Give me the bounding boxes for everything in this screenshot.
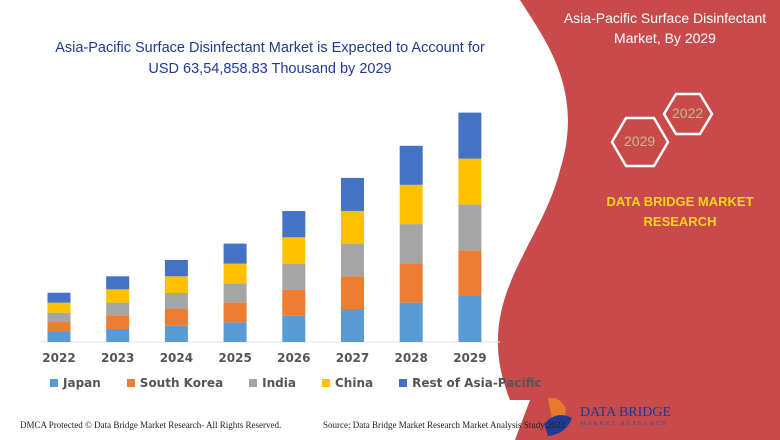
- x-tick-label: 2023: [101, 351, 134, 365]
- bar-segment-south-korea-2028: [399, 263, 423, 303]
- legend-swatch: [50, 379, 58, 387]
- legend-item-india: India: [249, 376, 296, 390]
- legend-item-rest: Rest of Asia-Pacific: [399, 376, 542, 390]
- bar-segment-japan-2023: [106, 329, 130, 342]
- hexagon-2029: [610, 116, 670, 168]
- x-tick-label: 2029: [453, 351, 486, 365]
- bar-segment-south-korea-2024: [164, 309, 188, 326]
- legend-label: South Korea: [139, 376, 224, 390]
- logo-subtext: MARKET RESEARCH: [580, 421, 669, 427]
- side-panel-title: Asia-Pacific Surface Disinfectant Market…: [563, 10, 767, 46]
- x-tick-label: 2026: [277, 351, 310, 365]
- bar-segment-rest-of-asia-pacific-2022: [47, 292, 71, 303]
- bar-segment-rest-of-asia-pacific-2024: [164, 260, 188, 277]
- dmca-text: DMCA Protected © Data Bridge Market Rese…: [20, 420, 282, 430]
- bar-segment-china-2025: [223, 263, 247, 284]
- bar-segment-india-2029: [458, 204, 482, 251]
- bar-segment-japan-2022: [47, 332, 71, 342]
- chart-title: Asia-Pacific Surface Disinfectant Market…: [55, 40, 485, 77]
- bar-segment-south-korea-2023: [106, 315, 130, 329]
- brand-text: DATA BRIDGE MARKET RESEARCH: [606, 194, 754, 229]
- legend-swatch: [249, 379, 258, 387]
- bar-segment-japan-2027: [341, 309, 364, 342]
- bar-segment-china-2022: [47, 302, 71, 313]
- bar-segment-rest-of-asia-pacific-2023: [106, 276, 130, 290]
- legend-label: Rest of Asia-Pacific: [412, 376, 542, 390]
- bar-segment-rest-of-asia-pacific-2025: [223, 243, 247, 264]
- x-tick-label: 2022: [42, 351, 75, 365]
- bar-segment-china-2029: [458, 158, 482, 205]
- hex-year-2029: 2029: [624, 133, 656, 149]
- bar-segment-india-2024: [164, 293, 188, 309]
- legend-label: India: [262, 376, 296, 390]
- legend-item-japan: Japan: [50, 376, 101, 390]
- x-tick-label: 2027: [336, 351, 369, 365]
- source-text: Source: Data Bridge Market Research Mark…: [323, 420, 565, 430]
- bar-segment-rest-of-asia-pacific-2026: [282, 211, 306, 238]
- logo: DATA BRIDGE MARKET RESEARCH: [580, 405, 671, 427]
- bar-segment-india-2022: [47, 312, 71, 322]
- bar-segment-china-2023: [106, 289, 130, 303]
- bar-segment-south-korea-2027: [341, 276, 364, 309]
- bar-segment-china-2024: [164, 276, 188, 293]
- legend-swatch: [126, 379, 135, 387]
- bar-segment-japan-2029: [458, 296, 482, 342]
- x-tick-label: 2024: [160, 351, 193, 365]
- bar-segment-china-2026: [282, 237, 306, 264]
- legend-swatch: [321, 379, 330, 387]
- bar-segment-japan-2028: [399, 302, 423, 342]
- logo-text: DATA BRIDGE: [580, 405, 672, 420]
- bar-segment-south-korea-2029: [458, 250, 482, 296]
- x-tick-label: 2028: [394, 351, 427, 365]
- bar-segment-rest-of-asia-pacific-2028: [399, 145, 423, 185]
- legend-swatch: [399, 379, 408, 387]
- bar-segment-south-korea-2022: [47, 322, 71, 332]
- legend-item-south-korea: South Korea: [126, 376, 224, 390]
- hex-year-2022: 2022: [672, 105, 704, 121]
- footer-red-bg: [515, 400, 780, 440]
- bar-segment-india-2026: [282, 264, 306, 290]
- bar-segment-india-2028: [399, 224, 423, 264]
- bar-segment-rest-of-asia-pacific-2029: [458, 112, 482, 159]
- bar-segment-japan-2026: [282, 315, 306, 342]
- legend-label: China: [334, 376, 374, 390]
- legend-item-china: China: [321, 376, 374, 390]
- bar-segment-japan-2025: [223, 322, 247, 342]
- bar-segment-china-2027: [341, 210, 364, 244]
- x-tick-label: 2025: [218, 351, 251, 365]
- bar-segment-japan-2024: [164, 325, 188, 342]
- bar-segment-rest-of-asia-pacific-2027: [341, 177, 364, 211]
- side-panel-bg: [497, 0, 780, 400]
- hexagon-2022: [662, 92, 714, 136]
- bar-segment-china-2028: [399, 184, 423, 225]
- bar-segment-south-korea-2025: [223, 302, 247, 323]
- logo-mark-blue: [544, 415, 572, 436]
- legend: Japan South Korea India China Rest of As…: [50, 376, 568, 390]
- bar-segment-india-2025: [223, 283, 247, 303]
- bar-segment-india-2023: [106, 302, 130, 316]
- footer: DMCA Protected © Data Bridge Market Rese…: [20, 420, 565, 430]
- bar-segment-india-2027: [341, 243, 364, 277]
- legend-label: Japan: [63, 376, 101, 390]
- logo-mark: [548, 398, 566, 420]
- bar-segment-south-korea-2026: [282, 289, 306, 316]
